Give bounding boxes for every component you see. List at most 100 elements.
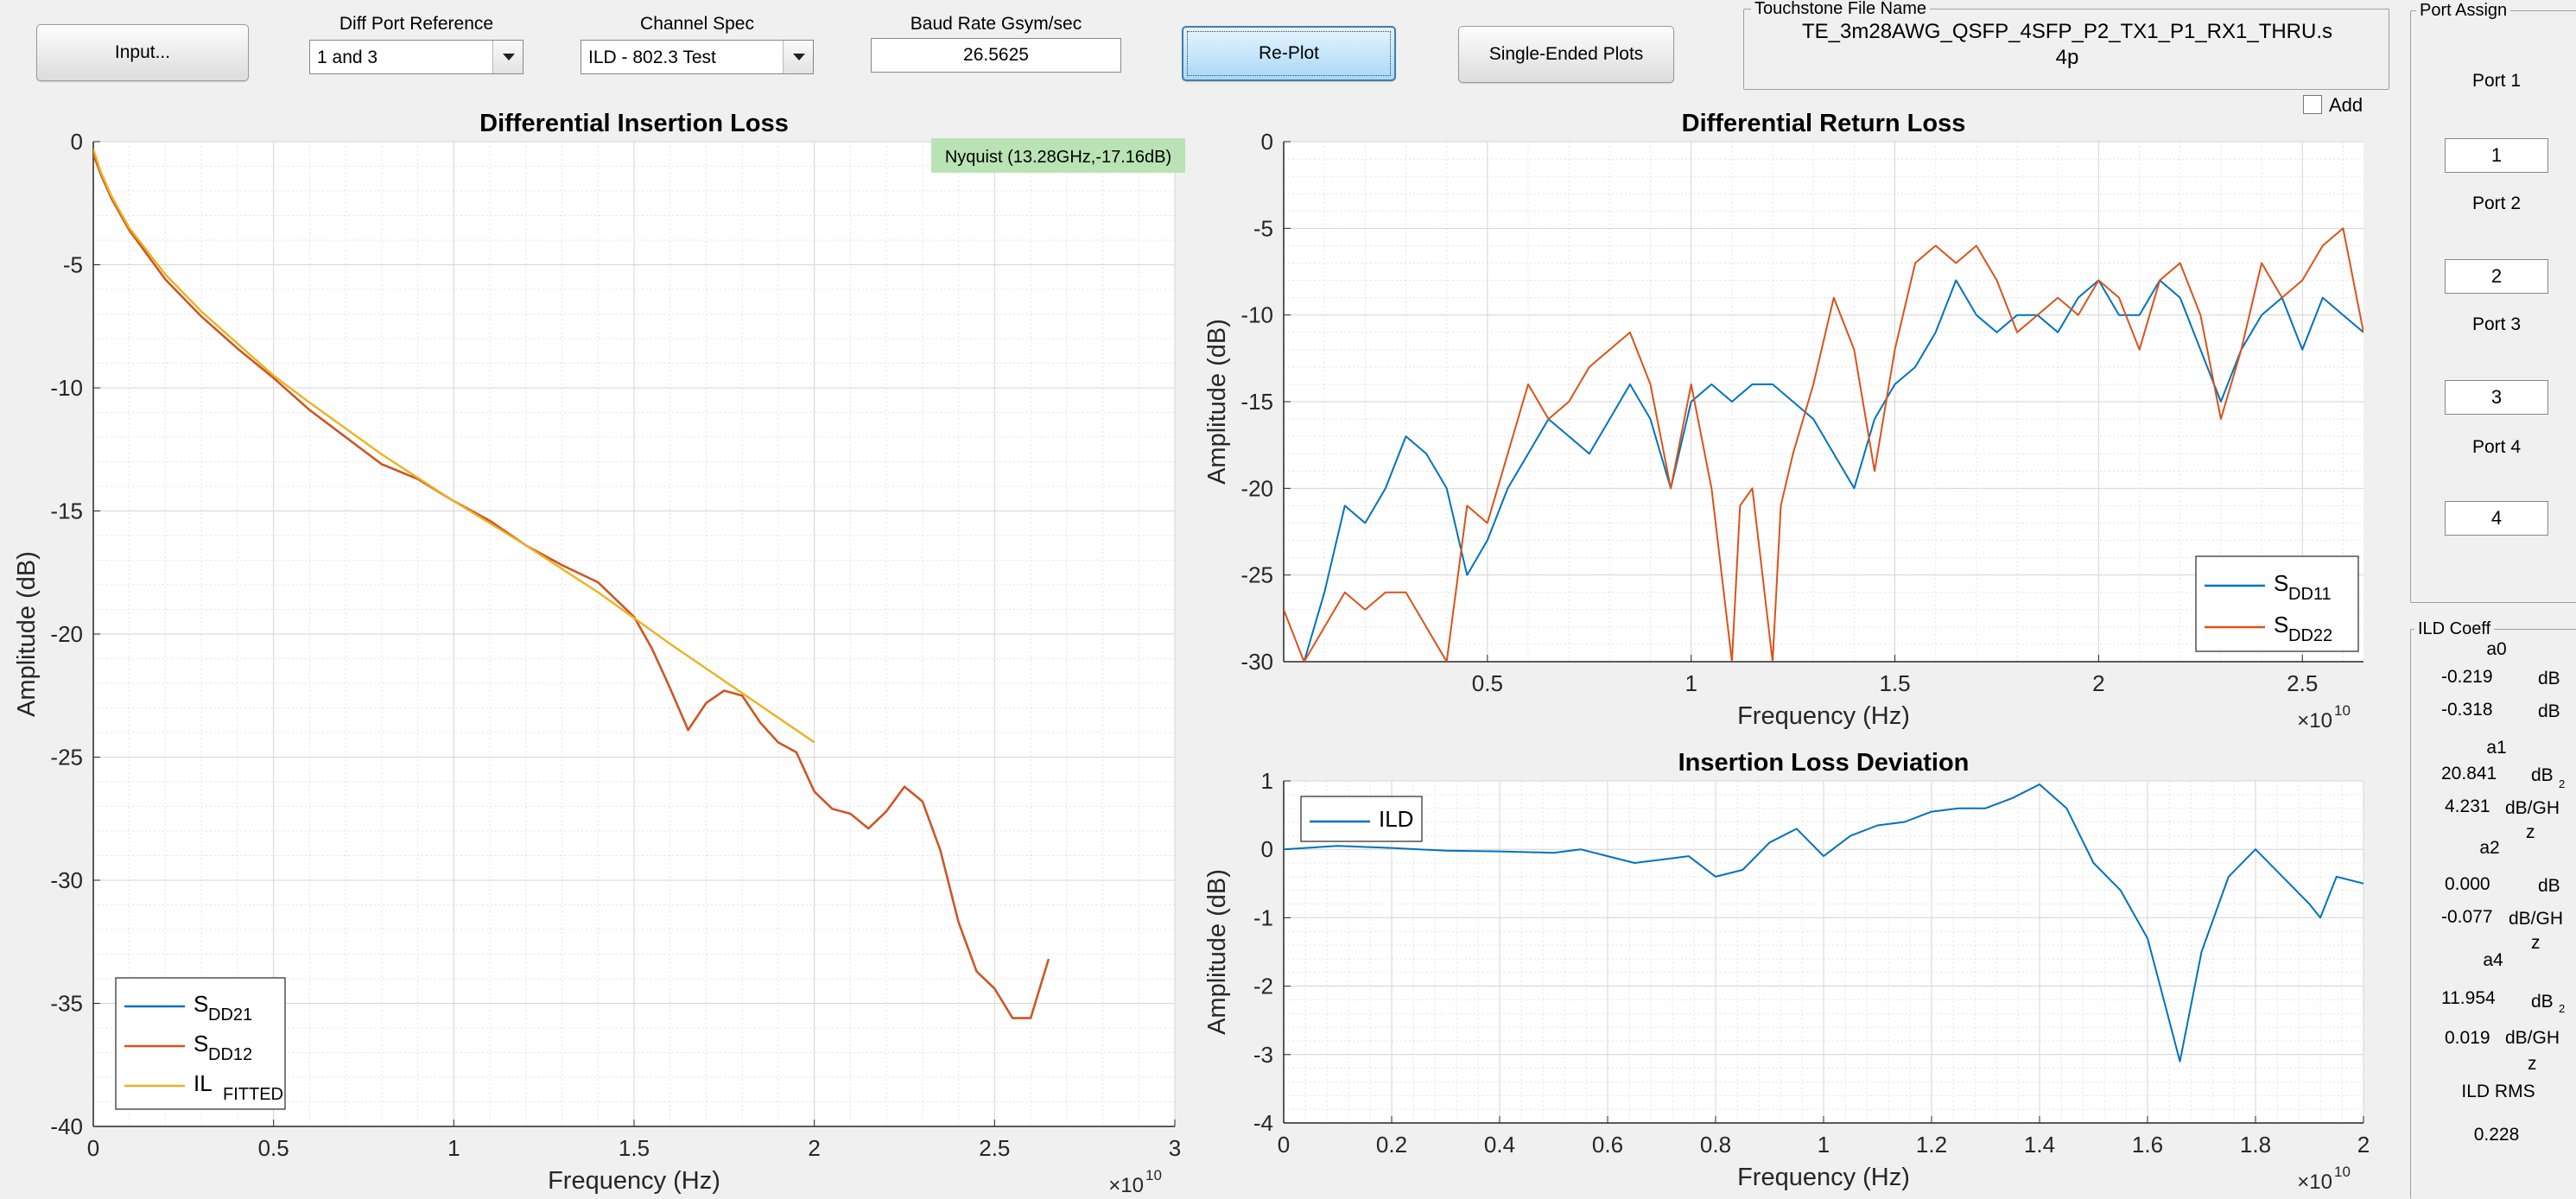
legend-box [115,977,286,1110]
x-tick-label: 3 [1169,1135,1181,1161]
x-tick-label: 1 [1685,670,1697,696]
x-tick-label: 0.5 [1472,670,1503,696]
legend-box [1300,796,1423,842]
port-assign-title: Port Assign [2416,1,2511,21]
a1-value-1: 20.841 [2441,764,2497,783]
chevron-down-icon [492,41,523,73]
series-line-ild [1284,783,2363,1063]
a0-unit-2: dB [2538,701,2560,721]
y-tick-label: -15 [50,498,83,524]
port4-label: Port 4 [2471,437,2522,457]
x-tick-label: 1.5 [619,1135,650,1161]
legend-label: IL [194,1070,213,1096]
x-tick-label: 1.6 [2132,1132,2163,1158]
touchstone-file-groupbox: Touchstone File Name TE_3m28AWG_QSFP_4SF… [1743,0,2389,90]
x-tick-label: 2.5 [979,1135,1010,1161]
channel-spec-label: Channel Spec [640,14,754,34]
port4-input[interactable]: 4 [2445,501,2548,536]
y-tick-label: 0 [1261,836,1273,862]
y-tick-label: 1 [1261,768,1273,794]
a1-value-2: 4.231 [2445,796,2490,816]
x-exponent-base: ×10 [2297,1170,2332,1194]
single-ended-plots-button[interactable]: Single-Ended Plots [1458,26,1674,83]
a2-unit-2b: z [2531,933,2541,953]
port1-input[interactable]: 1 [2445,138,2548,173]
a2-value-2: -0.077 [2441,907,2493,927]
ild-coeff-panel: ILD Coeff [2410,619,2576,1199]
nyquist-annotation-box [931,138,1185,173]
diff-port-reference-dropdown[interactable]: 1 and 3 [309,40,523,74]
input-button[interactable]: Input... [36,24,249,81]
x-tick-label: 2 [2092,670,2104,696]
y-axis-label: Amplitude (dB) [1203,869,1231,1035]
a4-unit-1: dB [2531,992,2554,1012]
touchstone-file-label: Touchstone File Name [1751,0,1930,19]
legend-label-sub: FITTED [223,1085,283,1104]
series-line-fitted [93,149,815,744]
a1-unit-sup: 2 [2559,777,2566,790]
x-tick-label: 1 [447,1135,460,1161]
ild-rms-label: ILD RMS [2461,1082,2535,1101]
x-exponent-power: 10 [2334,1164,2351,1180]
x-exponent-power: 10 [1145,1167,1162,1183]
x-tick-label: 2 [2357,1132,2370,1158]
add-checkbox[interactable] [2303,95,2322,114]
legend-box [2195,555,2359,652]
touchstone-file-name-line1: TE_3m28AWG_QSFP_4SFP_P2_TX1_P1_RX1_THRU.… [1801,20,2333,43]
ild-coeff-title: ILD Coeff [2414,619,2495,639]
return-loss-chart: 0.5 1 1.5 2 2.5 0 -5 -10 -15 -20 -25 -30 Differentia… [1203,110,2363,733]
a4-value-1: 11.954 [2441,988,2496,1008]
x-tick-label: 1.2 [1916,1132,1947,1158]
y-tick-label: -3 [1253,1042,1273,1068]
legend-label: S [2274,570,2288,596]
diff-port-reference-value: 1 and 3 [317,48,378,67]
nyquist-annotation: Nyquist (13.28GHz,-17.16dB) [945,148,1171,167]
port3-input[interactable]: 3 [2445,380,2548,415]
y-tick-label: -4 [1253,1110,1273,1136]
x-tick-label: 0.6 [1592,1132,1623,1158]
a1-unit-1: dB [2531,765,2554,785]
replot-button[interactable]: Re-Plot [1182,26,1396,81]
a0-label: a0 [2486,639,2507,659]
chart-title: Differential Insertion Loss [479,110,789,137]
y-axis-label: Amplitude (dB) [13,551,41,717]
port-assign-panel: Port Assign [2410,1,2576,603]
baud-rate-label: Baud Rate Gsym/sec [910,14,1082,34]
x-axis-label: Frequency (Hz) [1737,1164,1910,1191]
x-tick-label: 0 [1278,1132,1290,1158]
chevron-down-icon [783,41,813,73]
add-label: Add [2329,94,2363,116]
port1-label: Port 1 [2471,71,2522,91]
input-button-label: Input... [114,42,171,62]
channel-spec-dropdown[interactable]: ILD - 802.3 Test [581,40,814,74]
insertion-loss-chart: 0 0.5 1 1.5 2 2.5 3 0 -5 -10 -15 -20 -25 -30 -35 -40 Dif… [13,110,1185,1196]
port2-input[interactable]: 2 [2445,259,2548,294]
y-tick-label: -1 [1253,904,1273,930]
legend-label-sub: DD21 [208,1006,252,1025]
x-axis-label: Frequency (Hz) [548,1167,720,1195]
y-tick-label: -30 [1240,649,1273,675]
series-line-dd11 [1303,279,2363,662]
x-tick-label: 1.4 [2024,1132,2055,1158]
x-exponent-power: 10 [2334,702,2351,719]
a2-unit-1: dB [2538,876,2560,896]
a2-unit-2: dB/GH [2509,909,2564,929]
x-exponent-base: ×10 [1108,1174,1144,1196]
x-axis-label: Frequency (Hz) [1737,702,1910,730]
a2-label: a2 [2479,838,2500,858]
a0-unit-1: dB [2538,669,2560,688]
a1-label: a1 [2486,738,2507,758]
y-tick-label: -35 [50,991,83,1017]
chart-title: Insertion Loss Deviation [1678,749,1970,777]
a0-value-2: -0.318 [2441,700,2493,720]
y-tick-label: -30 [50,867,83,893]
ild-rms-value: 0.228 [2473,1125,2520,1145]
legend-label: ILD [1379,806,1413,832]
a1-unit-2: dB/GH [2505,798,2560,818]
baud-rate-input[interactable]: 26.5625 [871,38,1121,73]
y-tick-label: -10 [50,375,83,401]
a1-unit-2b: z [2526,822,2535,842]
legend-label: S [194,991,208,1017]
a4-unit-sup: 2 [2559,1002,2566,1015]
legend-label-sub: DD22 [2288,626,2332,645]
